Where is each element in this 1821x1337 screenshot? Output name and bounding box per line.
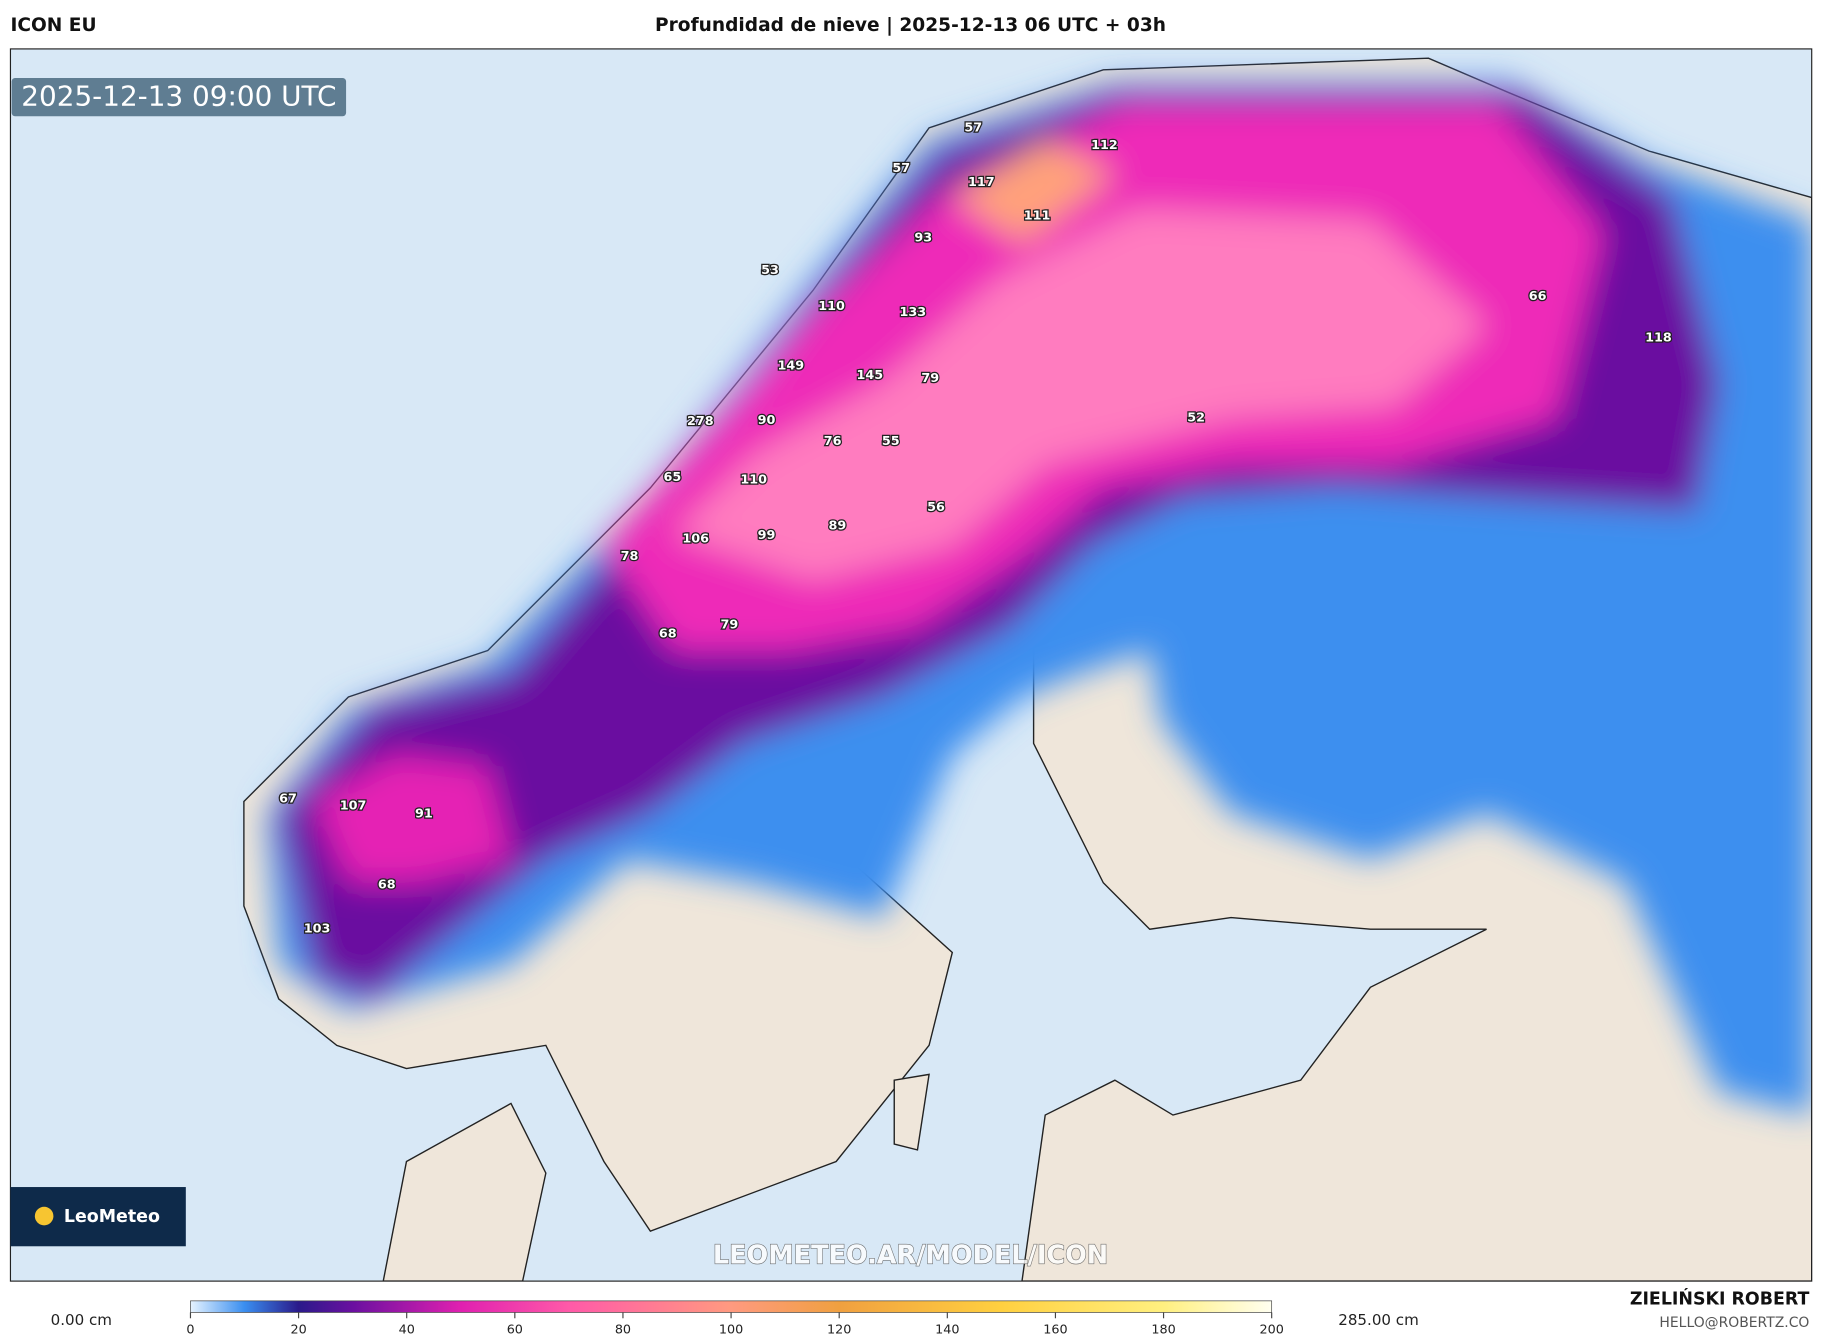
watermark: LEOMETEO.AR/MODEL/ICON [713,1241,1108,1271]
point-value: 110 [818,299,845,314]
point-value: 107 [340,799,367,814]
point-value: 67 [279,792,297,807]
point-value: 52 [1187,411,1205,426]
point-value: 106 [682,532,709,547]
timestamp: 2025-12-13 09:00 UTC [21,80,336,113]
colorbar-tick-label: 20 [290,1322,306,1337]
map-frame [9,48,1813,1282]
point-value: 66 [1529,289,1547,304]
colorbar-tick-label: 0 [186,1322,194,1337]
colorbar [190,1300,1273,1313]
point-value: 57 [964,120,982,135]
timestamp-box [11,77,347,117]
colorbar-ticks: 0 20 40 60 80 100 120 140 160 180 200 [186,1312,1284,1337]
point-value: 53 [761,263,779,278]
colorbar-tick-label: 40 [399,1322,415,1337]
colorbar-tick-label: 180 [1151,1322,1175,1337]
colorbar-tick-label: 100 [719,1322,743,1337]
point-value: 99 [758,528,776,543]
point-value: 79 [720,617,738,632]
point-value: 118 [1645,331,1672,346]
point-value: 112 [1091,138,1118,153]
point-value: 78 [621,549,639,564]
point-value: 76 [824,434,842,449]
point-value: 68 [659,627,677,642]
point-value: 79 [921,371,939,386]
point-value: 103 [304,922,331,937]
point-value: 90 [758,413,776,428]
point-value: 56 [927,500,945,515]
colorbar-tick-label: 160 [1043,1322,1067,1337]
point-values: 57 112 57 117 111 93 53 110 133 66 118 149 145 79 278 9… [278,119,1673,938]
colorbar-tick-label: 80 [615,1322,631,1337]
colorbar-max: 285.00 cm [1338,1311,1419,1329]
logo-text: LeoMeteo [64,1207,160,1227]
point-value: 117 [968,175,995,190]
point-value: 93 [914,231,932,246]
point-value: 145 [857,368,884,383]
point-value: 149 [778,358,805,373]
model-name: ICON EU [10,15,96,36]
colorbar-tick-label: 140 [935,1322,959,1337]
point-value: 89 [828,519,846,534]
logo-sun [34,1206,54,1226]
point-value: 110 [740,472,767,487]
colorbar-tick-label: 120 [827,1322,851,1337]
point-value: 65 [664,470,682,485]
colorbar-min: 0.00 cm [51,1311,112,1329]
email: HELLO@ROBERTZ.CO [1659,1315,1809,1331]
author: ZIELIŃSKI ROBERT [1630,1288,1810,1310]
point-value: 55 [882,434,900,449]
colorbar-tick-label: 60 [507,1322,523,1337]
point-value: 111 [1024,209,1051,224]
colorbar-tick-label: 200 [1259,1322,1283,1337]
point-value: 57 [892,161,910,176]
point-value: 278 [687,414,714,429]
point-value: 68 [378,878,396,893]
map [10,48,1812,1282]
point-value: 133 [899,305,926,320]
point-value: 91 [415,807,433,822]
map-title: Profundidad de nieve | 2025-12-13 06 UTC… [655,15,1166,36]
